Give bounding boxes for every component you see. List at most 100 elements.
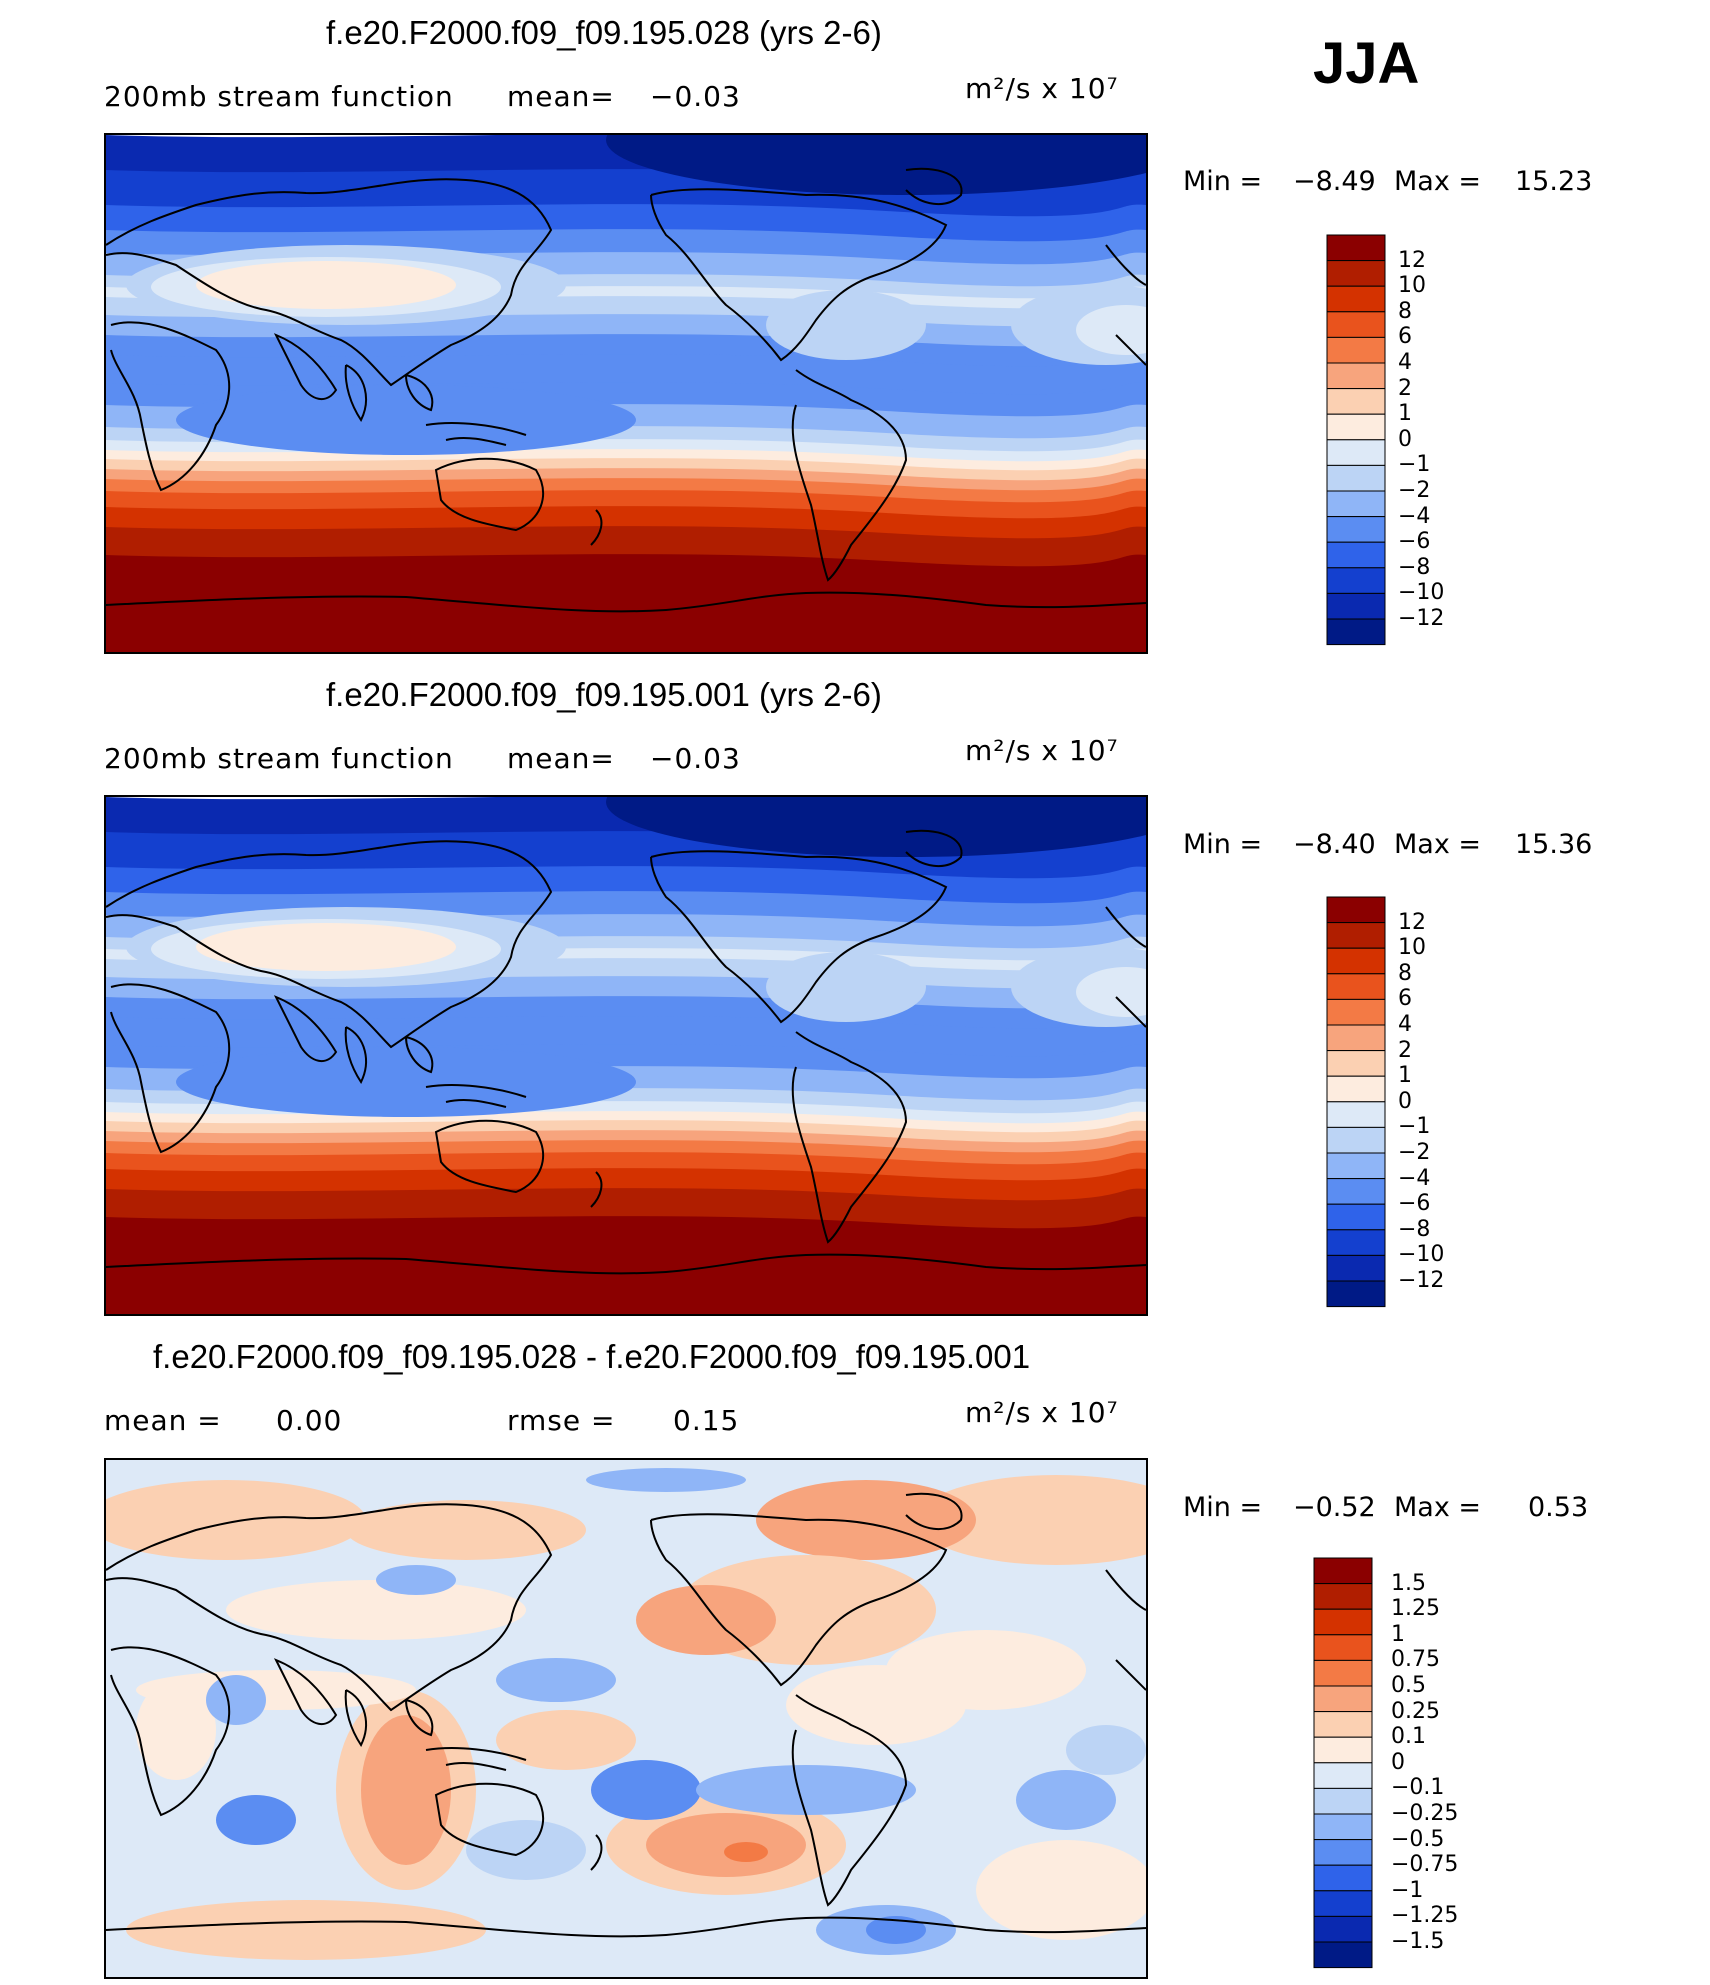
contour-band (1016, 1770, 1116, 1830)
colorbar-swatch (1326, 1101, 1386, 1128)
colorbar-tick-label: −4 (1398, 1165, 1431, 1191)
contour-band (591, 1760, 701, 1820)
panel3-max-label: Max = (1394, 1492, 1482, 1523)
colorbar-tick-label: 0 (1398, 426, 1412, 452)
panel2-min-value: −8.40 (1293, 829, 1376, 860)
colorbar-swatch (1326, 285, 1386, 313)
contour-band (126, 1900, 486, 1960)
colorbar-tick-label: −6 (1398, 529, 1431, 555)
colorbar-tick-label: 8 (1398, 960, 1412, 986)
contour-band (766, 952, 926, 1022)
contour-band (1076, 305, 1146, 355)
panel1-min-label: Min = (1183, 166, 1263, 197)
coastline (106, 1492, 1146, 1938)
colorbar-tick-label: −1.25 (1391, 1903, 1459, 1929)
colorbar-tick-label: −1.5 (1391, 1929, 1445, 1954)
colorbar-tick-label: 4 (1398, 1012, 1412, 1037)
panel2-map (104, 795, 1148, 1316)
colorbar-swatch (1313, 1608, 1373, 1636)
colorbar-swatch (1313, 1813, 1373, 1841)
colorbar-swatch (1326, 896, 1386, 924)
contour-band (176, 385, 636, 455)
panel2-units: m²/s x 10⁷ (965, 734, 1119, 767)
panel3-rmse-value: 0.15 (673, 1404, 740, 1437)
contour-band (606, 797, 1146, 857)
colorbar-swatch (1326, 362, 1386, 390)
contour-band (606, 135, 1146, 195)
panel3-map (104, 1458, 1148, 1979)
colorbar-swatch (1326, 592, 1386, 620)
colorbar-swatch (1326, 1178, 1386, 1205)
colorbar-swatch (1313, 1890, 1373, 1917)
colorbar-swatch (1313, 1736, 1373, 1764)
map-svg (106, 1460, 1146, 1977)
colorbar-swatch (1326, 260, 1386, 287)
contour-band (361, 1715, 451, 1865)
colorbar-swatch (1313, 1915, 1373, 1943)
colorbar-swatch (1326, 1075, 1386, 1103)
contour-band (636, 1585, 776, 1655)
colorbar-tick-label: 0.5 (1391, 1673, 1426, 1698)
colorbar-tick-label: −0.75 (1391, 1852, 1459, 1878)
colorbar-swatch (1326, 922, 1386, 949)
colorbar-swatch (1326, 1024, 1386, 1052)
panel1-map (104, 133, 1148, 654)
colorbar-tick-label: 12 (1398, 909, 1426, 935)
contour-band (106, 1480, 366, 1560)
contour-band (376, 1565, 456, 1595)
colorbar-swatch (1313, 1659, 1373, 1687)
colorbar-swatch (1326, 413, 1386, 441)
contour-band (136, 1680, 216, 1780)
colorbar-swatch (1326, 1152, 1386, 1180)
panel1-mean-value: −0.03 (650, 80, 741, 113)
colorbar-swatch (1326, 490, 1386, 518)
colorbar-swatch (1313, 1839, 1373, 1866)
colorbar-tick-label: 10 (1398, 273, 1426, 299)
panel2-mean-value: −0.03 (650, 742, 741, 775)
colorbar-tick-label: −1 (1398, 452, 1431, 478)
colorbar-tick-label: −12 (1398, 1268, 1445, 1293)
season-label: JJA (1313, 31, 1420, 96)
contour-band (106, 554, 1146, 652)
colorbar-tick-label: 1.5 (1391, 1570, 1426, 1596)
contour-band (1076, 967, 1146, 1017)
colorbar-tick-label: 0 (1391, 1749, 1405, 1775)
colorbar-tick-label: −12 (1398, 606, 1445, 631)
colorbar-tick-label: 10 (1398, 935, 1426, 961)
contour-band (976, 1840, 1146, 1940)
colorbar-tick-label: −4 (1398, 503, 1431, 529)
colorbar-tick-label: −10 (1398, 580, 1445, 606)
colorbar-swatch (1326, 618, 1386, 646)
contour-band (106, 1216, 1146, 1314)
colorbar-swatch (1326, 567, 1386, 594)
colorbar-swatch (1326, 336, 1386, 364)
colorbar-tick-label: 2 (1398, 1037, 1412, 1063)
colorbar-swatch (1313, 1787, 1373, 1815)
colorbar-tick-label: −0.1 (1391, 1775, 1445, 1801)
colorbar-swatch (1326, 1280, 1386, 1308)
colorbar-tick-label: 6 (1398, 986, 1412, 1012)
panel3-rmse-label: rmse = (507, 1404, 616, 1437)
colorbar-swatch (1326, 973, 1386, 1000)
colorbar-svg (1326, 896, 1386, 1308)
map-svg (106, 797, 1146, 1314)
contour-band (786, 1665, 966, 1745)
contour-band (496, 1658, 616, 1702)
contour-band (496, 1710, 636, 1770)
contour-band (916, 1475, 1146, 1565)
panel3-mean-label: mean = (104, 1404, 222, 1437)
colorbar-tick-label: 4 (1398, 350, 1412, 375)
colorbar-swatch (1326, 388, 1386, 415)
colorbar-tick-label: −0.25 (1391, 1801, 1459, 1826)
colorbar-swatch (1326, 1203, 1386, 1231)
contour-band (696, 1765, 916, 1815)
contour-band (586, 1468, 746, 1492)
panel3-min-label: Min = (1183, 1492, 1263, 1523)
panel1-units: m²/s x 10⁷ (965, 72, 1119, 105)
coastline (106, 167, 1146, 613)
panel3-colorbar: 1.5 1.25 1 0.75 0.5 0.25 0.1 0 −0.1 −0.25 −0.5 −0.7… (1313, 1557, 1458, 1974)
colorbar-tick-label: −0.5 (1391, 1826, 1445, 1852)
colorbar-swatch (1326, 439, 1386, 466)
colorbar-tick-label: 1 (1398, 401, 1412, 427)
coastline (106, 829, 1146, 1275)
